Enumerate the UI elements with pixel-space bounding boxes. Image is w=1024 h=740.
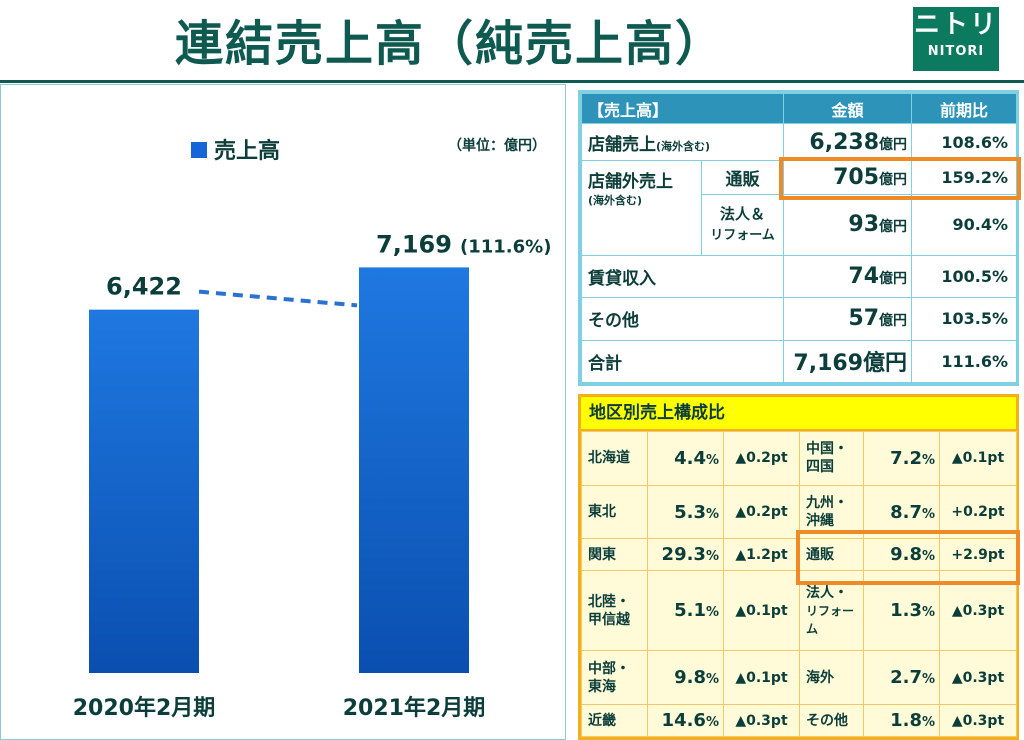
sales-breakdown-table: 【売上高】 金額 前期比 店舗売上(海外含む) 6,238億円 108.6% 店… xyxy=(580,92,1018,384)
region-name-left-2: 東北 xyxy=(581,484,648,540)
category-label-2: 2021年2月期 xyxy=(343,695,486,721)
row-rent-ratio: 100.5% xyxy=(911,254,1018,299)
row-mailorder-ratio: 159.2% xyxy=(911,159,1018,196)
logo-katakana: ニトリ xyxy=(913,10,998,40)
sales-breakdown-panel: 【売上高】 金額 前期比 店舗売上(海外含む) 6,238億円 108.6% 店… xyxy=(578,90,1019,386)
sales-chart-panel: 売上高 （単位：億円） 6,422 2020年2月期 7,169 2021年2月期 (1… xyxy=(0,84,566,740)
highlight-mailorder-region xyxy=(796,530,1020,585)
region-change-right-1: ▲0.1pt xyxy=(939,431,1017,486)
region-name-left-3: 関東 xyxy=(581,538,648,572)
row-mailorder-amount: 705億円 xyxy=(783,159,913,196)
row-corporate-ratio: 90.4% xyxy=(911,194,1018,256)
region-row: 関東 29.3% ▲1.2pt 通販 9.8% +2.9pt xyxy=(581,538,1017,572)
region-change-right-6: ▲0.3pt xyxy=(939,704,1017,737)
bar-1 xyxy=(89,309,199,673)
legend-swatch xyxy=(191,142,207,158)
row-corporate-amount: 93億円 xyxy=(783,194,913,256)
logo-latin: NITORI xyxy=(927,44,985,59)
region-change-left-2: ▲0.2pt xyxy=(723,484,800,540)
page-title: 連結売上高（純売上高） xyxy=(174,16,725,72)
row-total-label: 合計 xyxy=(580,339,785,384)
region-name-left-6: 近畿 xyxy=(581,704,648,737)
category-label-1: 2020年2月期 xyxy=(73,695,216,721)
highlight-mailorder-sales xyxy=(779,157,1021,200)
row-rent-amount: 74億円 xyxy=(783,254,913,299)
row-rent-label: 賃貸収入 xyxy=(580,254,785,299)
header-amount: 金額 xyxy=(783,92,913,125)
region-share-right-6: 1.8% xyxy=(863,704,940,737)
sales-bar-chart: 売上高 （単位：億円） 6,422 2020年2月期 7,169 2021年2月期 (1… xyxy=(73,137,552,721)
region-name-right-5: 海外 xyxy=(799,650,864,706)
region-name-left-1: 北海道 xyxy=(581,431,648,486)
value-label-2: 7,169 xyxy=(376,230,452,258)
bars-layer: 6,422 2020年2月期 7,169 2021年2月期 (111.6%) xyxy=(73,230,552,721)
growth-label: (111.6%) xyxy=(460,236,551,257)
region-change-left-1: ▲0.2pt xyxy=(723,431,800,486)
region-share-left-3: 29.3% xyxy=(647,538,724,572)
row-stores-label: 店舗売上(海外含む) xyxy=(580,123,785,161)
nitori-logo: ニトリ NITORI xyxy=(913,7,999,71)
region-change-left-4: ▲0.1pt xyxy=(723,570,800,652)
row-total-amount: 7,169億円 xyxy=(783,339,913,384)
region-share-right-1: 7.2% xyxy=(863,431,940,486)
row-other-label: その他 xyxy=(580,297,785,341)
row-nonstore-label: 店舗外売上 (海外含む) xyxy=(581,159,702,256)
region-row: 近畿 14.6% ▲0.3pt その他 1.8% ▲0.3pt xyxy=(581,704,1017,737)
region-share-left-4: 5.1% xyxy=(647,570,724,652)
region-share-left-5: 9.8% xyxy=(647,650,724,706)
row-mailorder-label: 通販 xyxy=(700,159,785,196)
region-share-left-6: 14.6% xyxy=(647,704,724,737)
value-label-1: 6,422 xyxy=(106,273,182,301)
row-stores-amount: 6,238億円 xyxy=(783,123,913,161)
row-total-ratio: 111.6% xyxy=(911,339,1018,384)
region-share-left-1: 4.4% xyxy=(647,431,724,486)
region-name-right-1: 中国・ 四国 xyxy=(799,431,864,486)
title-divider xyxy=(0,80,1024,83)
unit-note: （単位：億円） xyxy=(448,137,546,154)
header-category: 【売上高】 xyxy=(580,92,785,125)
region-row: 北海道 4.4% ▲0.2pt 中国・ 四国 7.2% ▲0.1pt xyxy=(581,431,1017,486)
region-name-left-4: 北陸・ 甲信越 xyxy=(581,570,648,652)
row-other-amount: 57億円 xyxy=(783,297,913,341)
bar-2 xyxy=(359,267,469,673)
header-ratio: 前期比 xyxy=(911,92,1018,125)
row-other-ratio: 103.5% xyxy=(911,297,1018,341)
legend-label: 売上高 xyxy=(214,138,280,164)
region-change-right-5: ▲0.3pt xyxy=(939,650,1017,706)
region-row: 中部・ 東海 9.8% ▲0.1pt 海外 2.7% ▲0.3pt xyxy=(581,650,1017,706)
trend-dashed-line xyxy=(198,289,358,308)
region-change-left-3: ▲1.2pt xyxy=(723,538,800,572)
region-change-left-6: ▲0.3pt xyxy=(723,704,800,737)
region-share-right-5: 2.7% xyxy=(863,650,940,706)
region-name-left-5: 中部・ 東海 xyxy=(581,650,648,706)
row-corporate-label: 法人＆ リフォーム xyxy=(700,194,785,256)
region-name-right-6: その他 xyxy=(799,704,864,737)
region-title: 地区別売上構成比 xyxy=(581,397,1016,431)
region-share-left-2: 5.3% xyxy=(647,484,724,540)
row-stores-ratio: 108.6% xyxy=(911,123,1018,161)
region-change-left-5: ▲0.1pt xyxy=(723,650,800,706)
